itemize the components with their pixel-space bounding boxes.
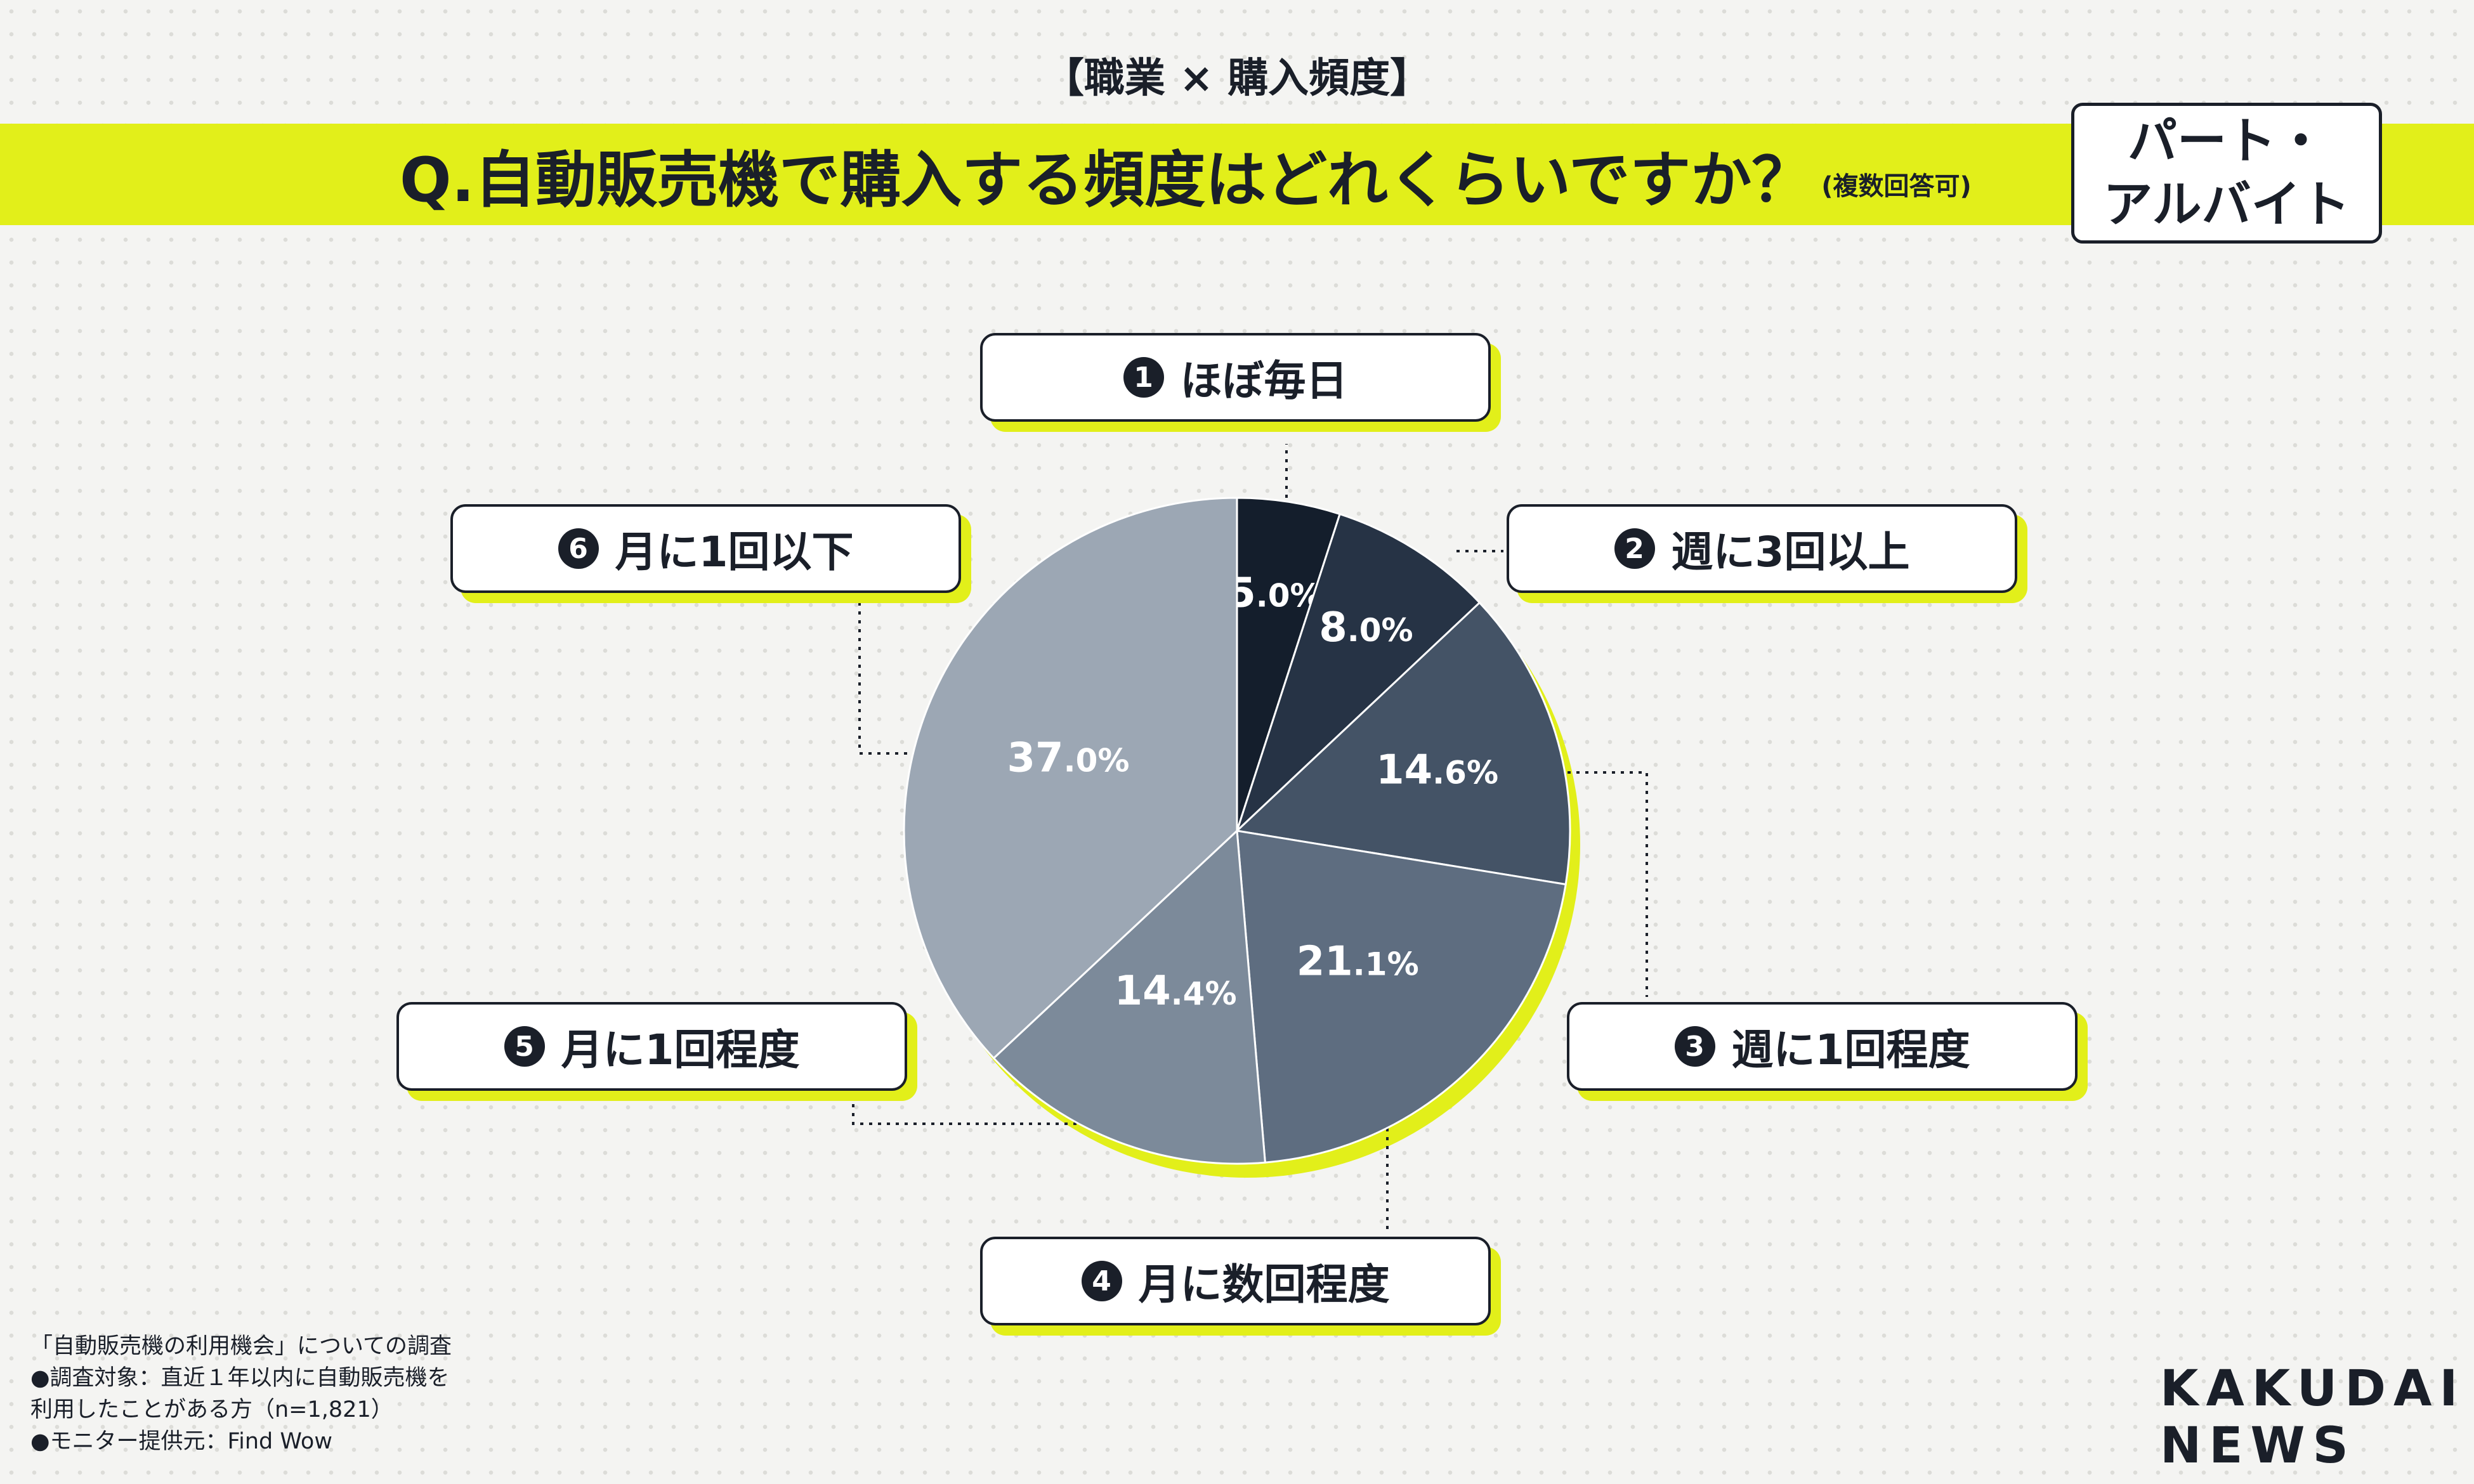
- slice-number-badge-5: 5: [504, 1026, 545, 1067]
- respondent-category-badge: パート・ アルバイト: [2071, 103, 2382, 244]
- leader-line-5: [852, 1096, 1094, 1125]
- slice-label-text-2: 週に3回以上: [1671, 528, 1910, 576]
- slice-label-text-5: 月に1回程度: [561, 1025, 800, 1074]
- slice-label-text-6: 月に1回以下: [615, 528, 854, 576]
- question-band: [0, 124, 2474, 225]
- slice-label-text-1: ほぼ毎日: [1180, 356, 1348, 405]
- slice-label-1: 1 ほぼ毎日: [980, 333, 1491, 422]
- footnote-line-4: ●モニター提供元：Find Wow: [30, 1429, 332, 1454]
- slice-value-label-2: 8.0%: [1319, 604, 1413, 651]
- slice-value-label-4: 21.1%: [1297, 939, 1419, 986]
- pie-slice-1: [1236, 497, 1341, 832]
- pie-slice-4: [1236, 830, 1567, 1164]
- slice-label-3: 3 週に1回程度: [1567, 1002, 2078, 1091]
- leader-line-3: [1532, 771, 1648, 997]
- pie-slice-5: [993, 830, 1266, 1165]
- slice-value-label-6: 37.0%: [1007, 735, 1130, 782]
- brand-line-1: KAKUDAI: [2160, 1360, 2466, 1417]
- survey-footnote: 「自動販売機の利用機会」についての調査 ●調査対象：直近１年以内に自動販売機を …: [30, 1331, 452, 1457]
- slice-number-badge-3: 3: [1674, 1026, 1715, 1067]
- slice-number-badge-4: 4: [1081, 1261, 1122, 1301]
- footnote-line-3: 利用したことがある方（n=1,821）: [30, 1397, 393, 1422]
- footnote-line-2: ●調査対象：直近１年以内に自動販売機を: [30, 1365, 450, 1391]
- question-title: Q.自動販売機で購入する頻度はどれくらいですか？ (複数回答可): [400, 136, 1972, 216]
- question-note: (複数回答可): [1821, 172, 1972, 201]
- slice-number-badge-1: 1: [1123, 357, 1164, 398]
- slice-value-label-5: 14.4%: [1115, 968, 1237, 1015]
- pie-slice-3: [1236, 601, 1571, 885]
- slice-number-badge-2: 2: [1614, 528, 1655, 569]
- slice-value-label-3: 14.6%: [1376, 747, 1498, 794]
- slice-label-text-4: 月に数回程度: [1138, 1260, 1390, 1309]
- slice-label-5: 5 月に1回程度: [396, 1002, 907, 1091]
- pie-slice-2: [1236, 513, 1481, 832]
- slice-label-6: 6 月に1回以下: [450, 504, 961, 593]
- slice-label-2: 2 週に3回以上: [1507, 504, 2017, 593]
- badge-line-1: パート・: [2127, 113, 2326, 170]
- slice-label-4: 4 月に数回程度: [980, 1237, 1491, 1325]
- chart-supertitle: 【職業 × 購入頻度】: [1043, 55, 1431, 102]
- brand-line-2: NEWS: [2160, 1417, 2356, 1474]
- slice-value-label-1: 5.0%: [1227, 570, 1321, 617]
- slice-label-text-3: 週に1回程度: [1731, 1025, 1970, 1074]
- footnote-line-1: 「自動販売機の利用機会」についての調査: [30, 1334, 452, 1359]
- badge-line-2: アルバイト: [2103, 176, 2350, 233]
- question-text: Q.自動販売機で購入する頻度はどれくらいですか？: [400, 144, 1813, 216]
- pie-slice-6: [903, 497, 1238, 1059]
- slice-number-badge-6: 6: [558, 528, 599, 569]
- brand-logo: KAKUDAI NEWS: [2160, 1360, 2466, 1474]
